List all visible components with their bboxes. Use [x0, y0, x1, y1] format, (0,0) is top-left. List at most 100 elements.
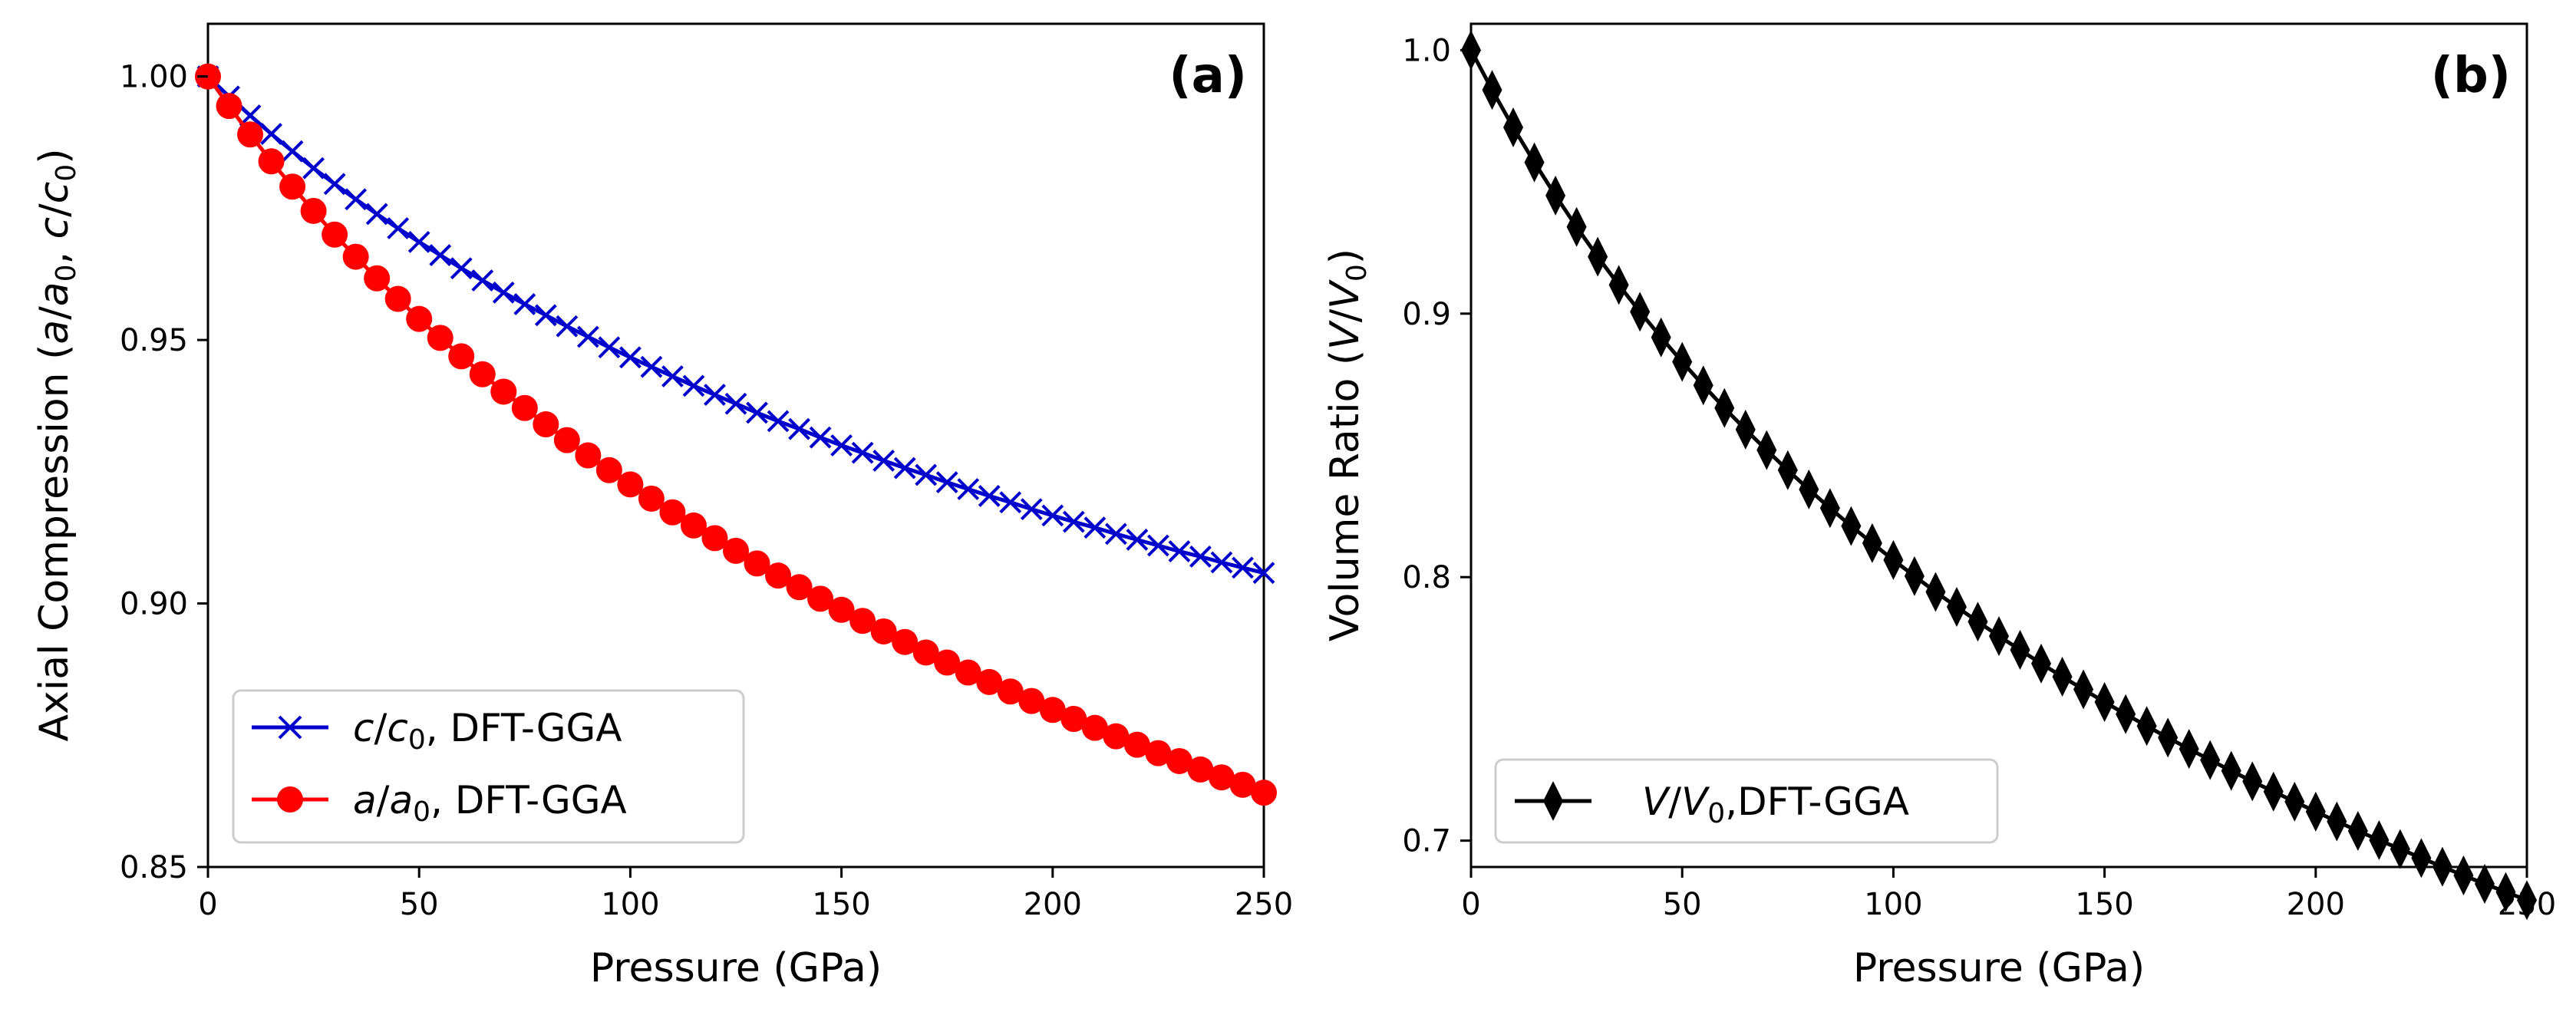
data-point	[849, 608, 876, 635]
data-point	[978, 485, 1001, 507]
data-point	[2010, 630, 2030, 671]
data-point	[471, 269, 494, 292]
data-point	[1735, 409, 1756, 450]
legend-entry-a: a/a0, DFT-GGA	[252, 778, 627, 828]
data-point	[1251, 780, 1277, 806]
data-point	[1210, 551, 1233, 574]
data-point	[534, 304, 557, 327]
data-point	[955, 659, 981, 686]
data-point	[575, 442, 602, 469]
y-axis-label-a: Axial Compression (a/a0, c/c0)	[31, 148, 82, 741]
data-point	[2158, 717, 2179, 758]
data-point	[892, 628, 919, 655]
y-tick-label: 0.90	[120, 587, 188, 622]
data-point	[576, 325, 599, 348]
data-point	[2221, 750, 2241, 791]
data-point	[1123, 731, 1150, 758]
data-point	[976, 668, 1003, 695]
data-point	[1566, 206, 1587, 247]
data-point	[746, 401, 768, 424]
data-point	[2136, 706, 2157, 747]
data-point	[1989, 616, 2009, 657]
x-tick-label: 200	[2287, 887, 2345, 922]
data-point	[809, 426, 832, 449]
data-point	[1503, 107, 1524, 147]
series-marks-b	[1461, 30, 2537, 921]
data-point	[1482, 70, 1502, 110]
data-point	[1883, 539, 1904, 580]
data-point	[342, 243, 369, 270]
data-point	[872, 450, 895, 472]
data-point	[469, 361, 496, 387]
data-point	[2347, 810, 2368, 851]
data-point	[2242, 761, 2263, 802]
y-tick-label: 1.0	[1402, 33, 1451, 68]
x-ticks-b: 0 50 100 150 200 250	[1461, 867, 2556, 922]
data-point	[2179, 729, 2199, 770]
data-point	[1714, 387, 1735, 428]
data-point	[2327, 801, 2347, 842]
data-point	[2263, 771, 2284, 812]
data-point	[1104, 522, 1127, 546]
data-point	[2453, 855, 2474, 895]
data-point	[258, 148, 285, 175]
y-ticks-a: 0.85 0.90 0.95 1.00	[120, 60, 208, 885]
data-point	[997, 678, 1024, 705]
chart-panel-a: 0 50 100 150 200 250 0.85 0.90 0.95 1.00 (a) Pre…	[31, 22, 1293, 991]
plot-area-b	[1469, 22, 2528, 869]
data-point	[1524, 142, 1545, 183]
data-point	[300, 197, 327, 224]
data-point	[1081, 714, 1108, 741]
data-point	[767, 410, 790, 433]
data-point	[1020, 498, 1043, 521]
data-point	[830, 434, 853, 457]
data-point	[934, 649, 961, 676]
data-point	[323, 173, 346, 196]
data-point	[322, 221, 348, 248]
data-point	[1672, 341, 1693, 382]
data-point	[448, 343, 475, 370]
y-tick-label: 0.7	[1402, 824, 1451, 859]
data-point	[239, 104, 262, 127]
data-point	[618, 346, 642, 369]
x-tick-label: 0	[198, 887, 217, 922]
data-point	[1841, 506, 1862, 546]
data-point	[765, 562, 792, 589]
data-point	[2116, 694, 2136, 734]
data-point	[704, 384, 726, 406]
data-point	[387, 217, 410, 239]
data-point	[2284, 781, 2305, 822]
data-point	[407, 230, 430, 253]
data-point	[786, 574, 813, 601]
data-point	[1777, 450, 1798, 490]
x-tick-label: 100	[1864, 887, 1922, 922]
data-point	[1588, 236, 1608, 277]
data-point	[2031, 643, 2052, 684]
data-point	[1756, 430, 1777, 470]
data-point	[1208, 764, 1235, 791]
data-point	[851, 441, 874, 464]
data-point	[1062, 510, 1085, 533]
data-point	[935, 471, 958, 493]
data-point	[1187, 756, 1214, 783]
data-point	[1060, 705, 1087, 732]
data-point	[999, 491, 1022, 514]
data-point	[2073, 669, 2094, 710]
data-point	[511, 394, 538, 421]
data-point	[281, 140, 304, 163]
data-point	[553, 427, 580, 453]
x-tick-label: 50	[400, 887, 439, 922]
legend-label-v: V/V0,DFT-GGA	[1642, 780, 1909, 829]
data-point	[1168, 540, 1191, 562]
x-tick-label: 50	[1663, 887, 1702, 922]
data-point	[450, 257, 473, 280]
data-point	[1862, 522, 1882, 563]
x-tick-label: 150	[812, 887, 870, 922]
data-point	[1126, 529, 1149, 551]
panel-label-b: (b)	[2431, 48, 2511, 104]
chart-panel-b: 0 50 100 150 200 250 0.7 0.8 0.9 1.0 (b) Pressur…	[1322, 22, 2556, 991]
data-point	[302, 157, 325, 180]
data-point	[2094, 682, 2115, 723]
data-point	[1693, 365, 1713, 406]
